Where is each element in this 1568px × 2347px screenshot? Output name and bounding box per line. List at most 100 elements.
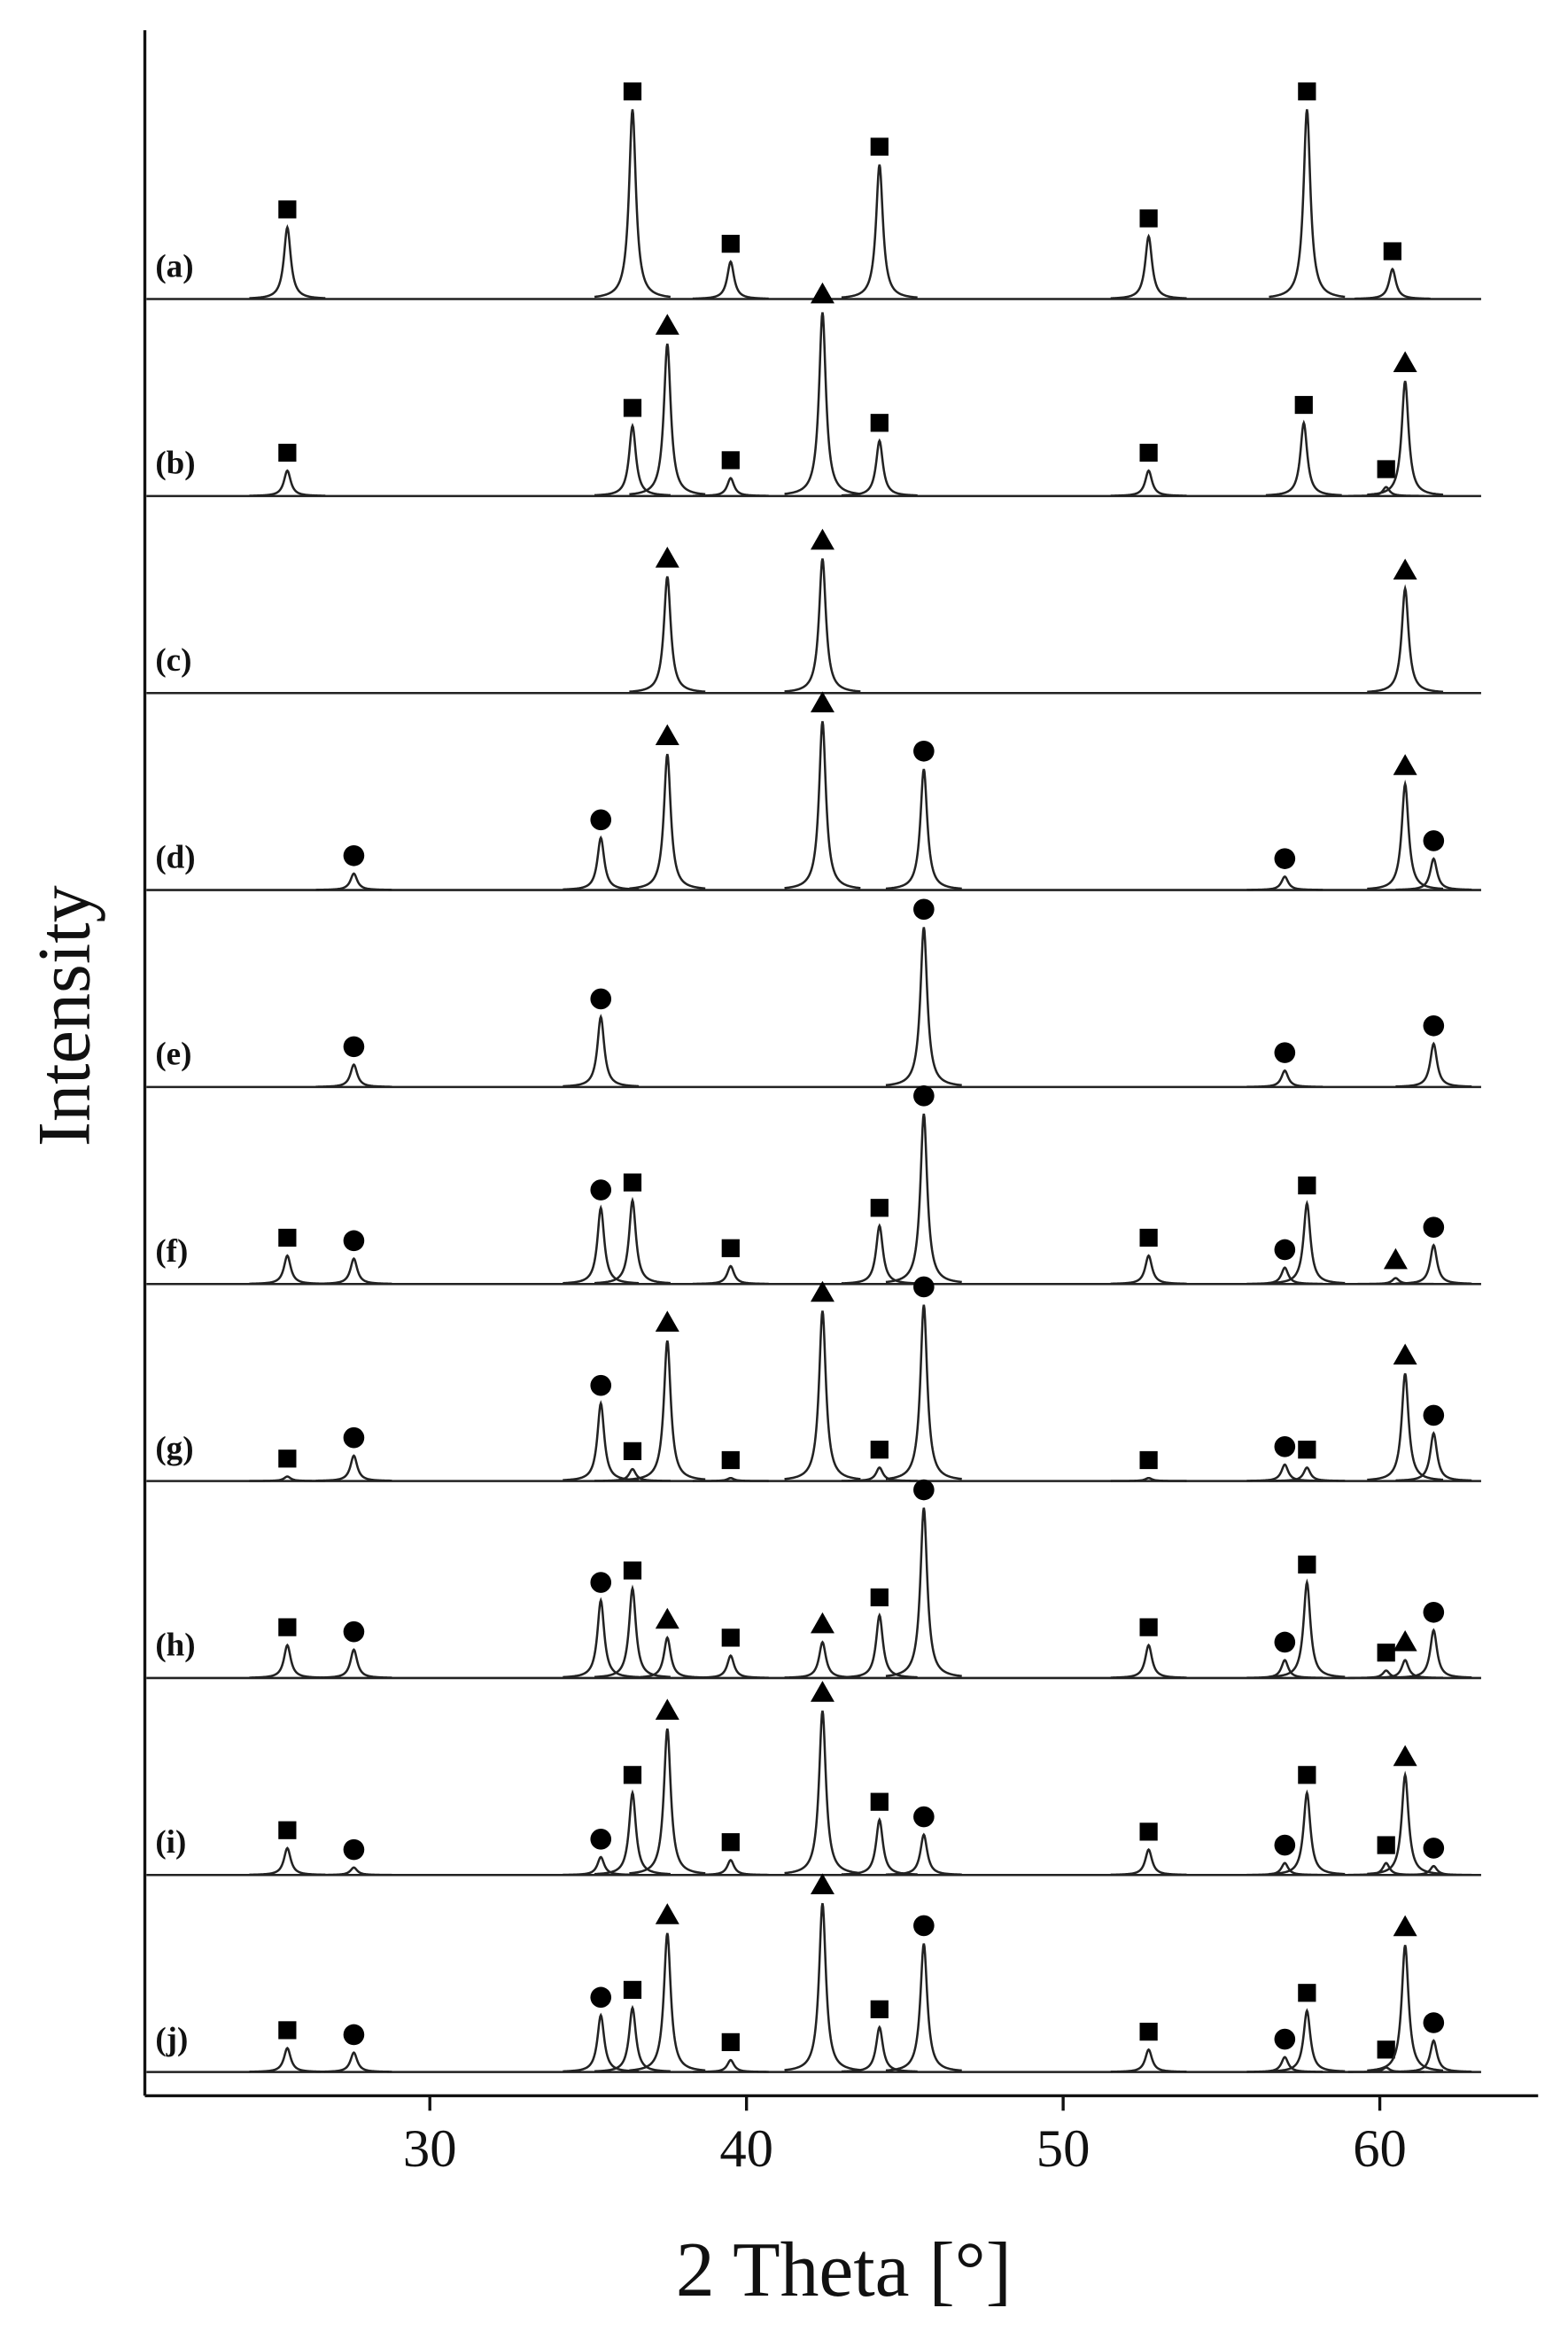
peak-marker <box>1139 1618 1158 1636</box>
peak <box>594 1467 671 1482</box>
peak <box>1110 233 1187 299</box>
peak-marker <box>1298 1766 1316 1784</box>
peak-marker <box>1377 460 1395 478</box>
peak-marker <box>278 1821 297 1839</box>
peak <box>885 1113 962 1284</box>
peak-marker <box>1274 2028 1296 2050</box>
peak-marker <box>278 2021 297 2040</box>
peak <box>249 1643 326 1679</box>
peak-marker <box>913 740 935 762</box>
peak-marker <box>343 1620 365 1643</box>
peak <box>692 260 769 300</box>
peak <box>692 477 769 497</box>
peak <box>249 1846 326 1877</box>
peak-marker <box>1423 1838 1445 1859</box>
x-tick-label: 50 <box>1036 2119 1091 2179</box>
peak-marker <box>870 1441 889 1459</box>
peak <box>249 224 326 299</box>
peak-marker <box>870 1199 889 1217</box>
peak-marker <box>810 1873 834 1895</box>
peak-marker <box>810 691 834 712</box>
series-label: (c) <box>155 642 191 679</box>
peak-marker <box>1423 1404 1445 1426</box>
peak-marker <box>1274 1436 1296 1457</box>
peak <box>841 438 918 497</box>
peak-marker <box>721 1239 740 1257</box>
peak <box>1246 1463 1323 1482</box>
peak-marker <box>623 82 642 101</box>
peak <box>1357 1277 1434 1286</box>
peak-marker <box>721 1628 740 1647</box>
x-tick-label: 60 <box>1353 2119 1407 2179</box>
peak-marker <box>870 414 889 432</box>
peak-marker <box>1274 1239 1296 1261</box>
peak <box>784 558 861 693</box>
peak <box>692 1264 769 1286</box>
peak <box>692 2058 769 2073</box>
peak-marker <box>913 898 935 921</box>
peak-marker <box>1393 1343 1417 1365</box>
peak-marker <box>870 2000 889 2018</box>
peak <box>315 2051 392 2073</box>
peak <box>784 1710 861 1875</box>
peak-marker <box>1423 1014 1445 1037</box>
peak-marker <box>655 1698 679 1720</box>
peak <box>1395 1628 1472 1679</box>
peak <box>315 1256 392 1286</box>
peak <box>594 2004 671 2073</box>
series-label: (b) <box>155 446 195 482</box>
peak <box>249 469 326 497</box>
peak <box>594 423 671 497</box>
peak <box>1110 1847 1187 1877</box>
peak <box>1246 1659 1323 1679</box>
peak <box>1265 419 1342 497</box>
peak <box>1269 1789 1346 1876</box>
peak-marker <box>590 1374 612 1396</box>
x-tick-label: 30 <box>403 2119 457 2179</box>
peak-marker <box>278 1228 297 1247</box>
peak-marker <box>1139 2022 1158 2041</box>
peak-marker <box>870 1792 889 1811</box>
peak <box>841 2024 918 2073</box>
peak-marker <box>1274 1631 1296 1653</box>
peak <box>1246 874 1323 891</box>
peak-marker <box>343 1036 365 1058</box>
peak-marker <box>1139 209 1158 228</box>
peak-marker <box>721 1833 740 1852</box>
peak <box>1347 1669 1424 1680</box>
peak <box>841 164 918 299</box>
peak-marker <box>1298 1176 1316 1195</box>
peak <box>594 1196 671 1285</box>
peak-marker <box>623 1980 642 2000</box>
peak-marker <box>1298 1441 1316 1459</box>
peak-marker <box>1298 82 1316 101</box>
peak <box>563 2012 640 2073</box>
peak <box>692 1654 769 1679</box>
series-label: (i) <box>155 1824 186 1861</box>
peak-marker <box>623 1561 642 1580</box>
peak <box>692 1476 769 1482</box>
peak <box>784 720 861 890</box>
peak-marker <box>343 1230 365 1252</box>
peak <box>841 1466 918 1482</box>
peak-marker <box>1139 1822 1158 1841</box>
peak-marker <box>278 200 297 219</box>
peak <box>315 872 392 891</box>
peak-marker <box>913 1915 935 1937</box>
peak-marker <box>655 547 679 568</box>
peak <box>315 1866 392 1877</box>
peak-marker <box>1377 1644 1395 1662</box>
peak-marker <box>343 1426 365 1449</box>
peak-marker <box>1393 1915 1417 1937</box>
peak-marker <box>1393 558 1417 580</box>
x-axis-label: 2 Theta [°] <box>676 2227 1012 2312</box>
peak-marker <box>590 988 612 1010</box>
peak <box>1367 584 1444 694</box>
peak <box>249 1254 326 1286</box>
peak-marker <box>870 1588 889 1607</box>
peak-marker <box>810 528 834 550</box>
peak-marker <box>1423 1216 1445 1238</box>
peak <box>1110 469 1187 497</box>
peak-marker <box>655 314 679 335</box>
